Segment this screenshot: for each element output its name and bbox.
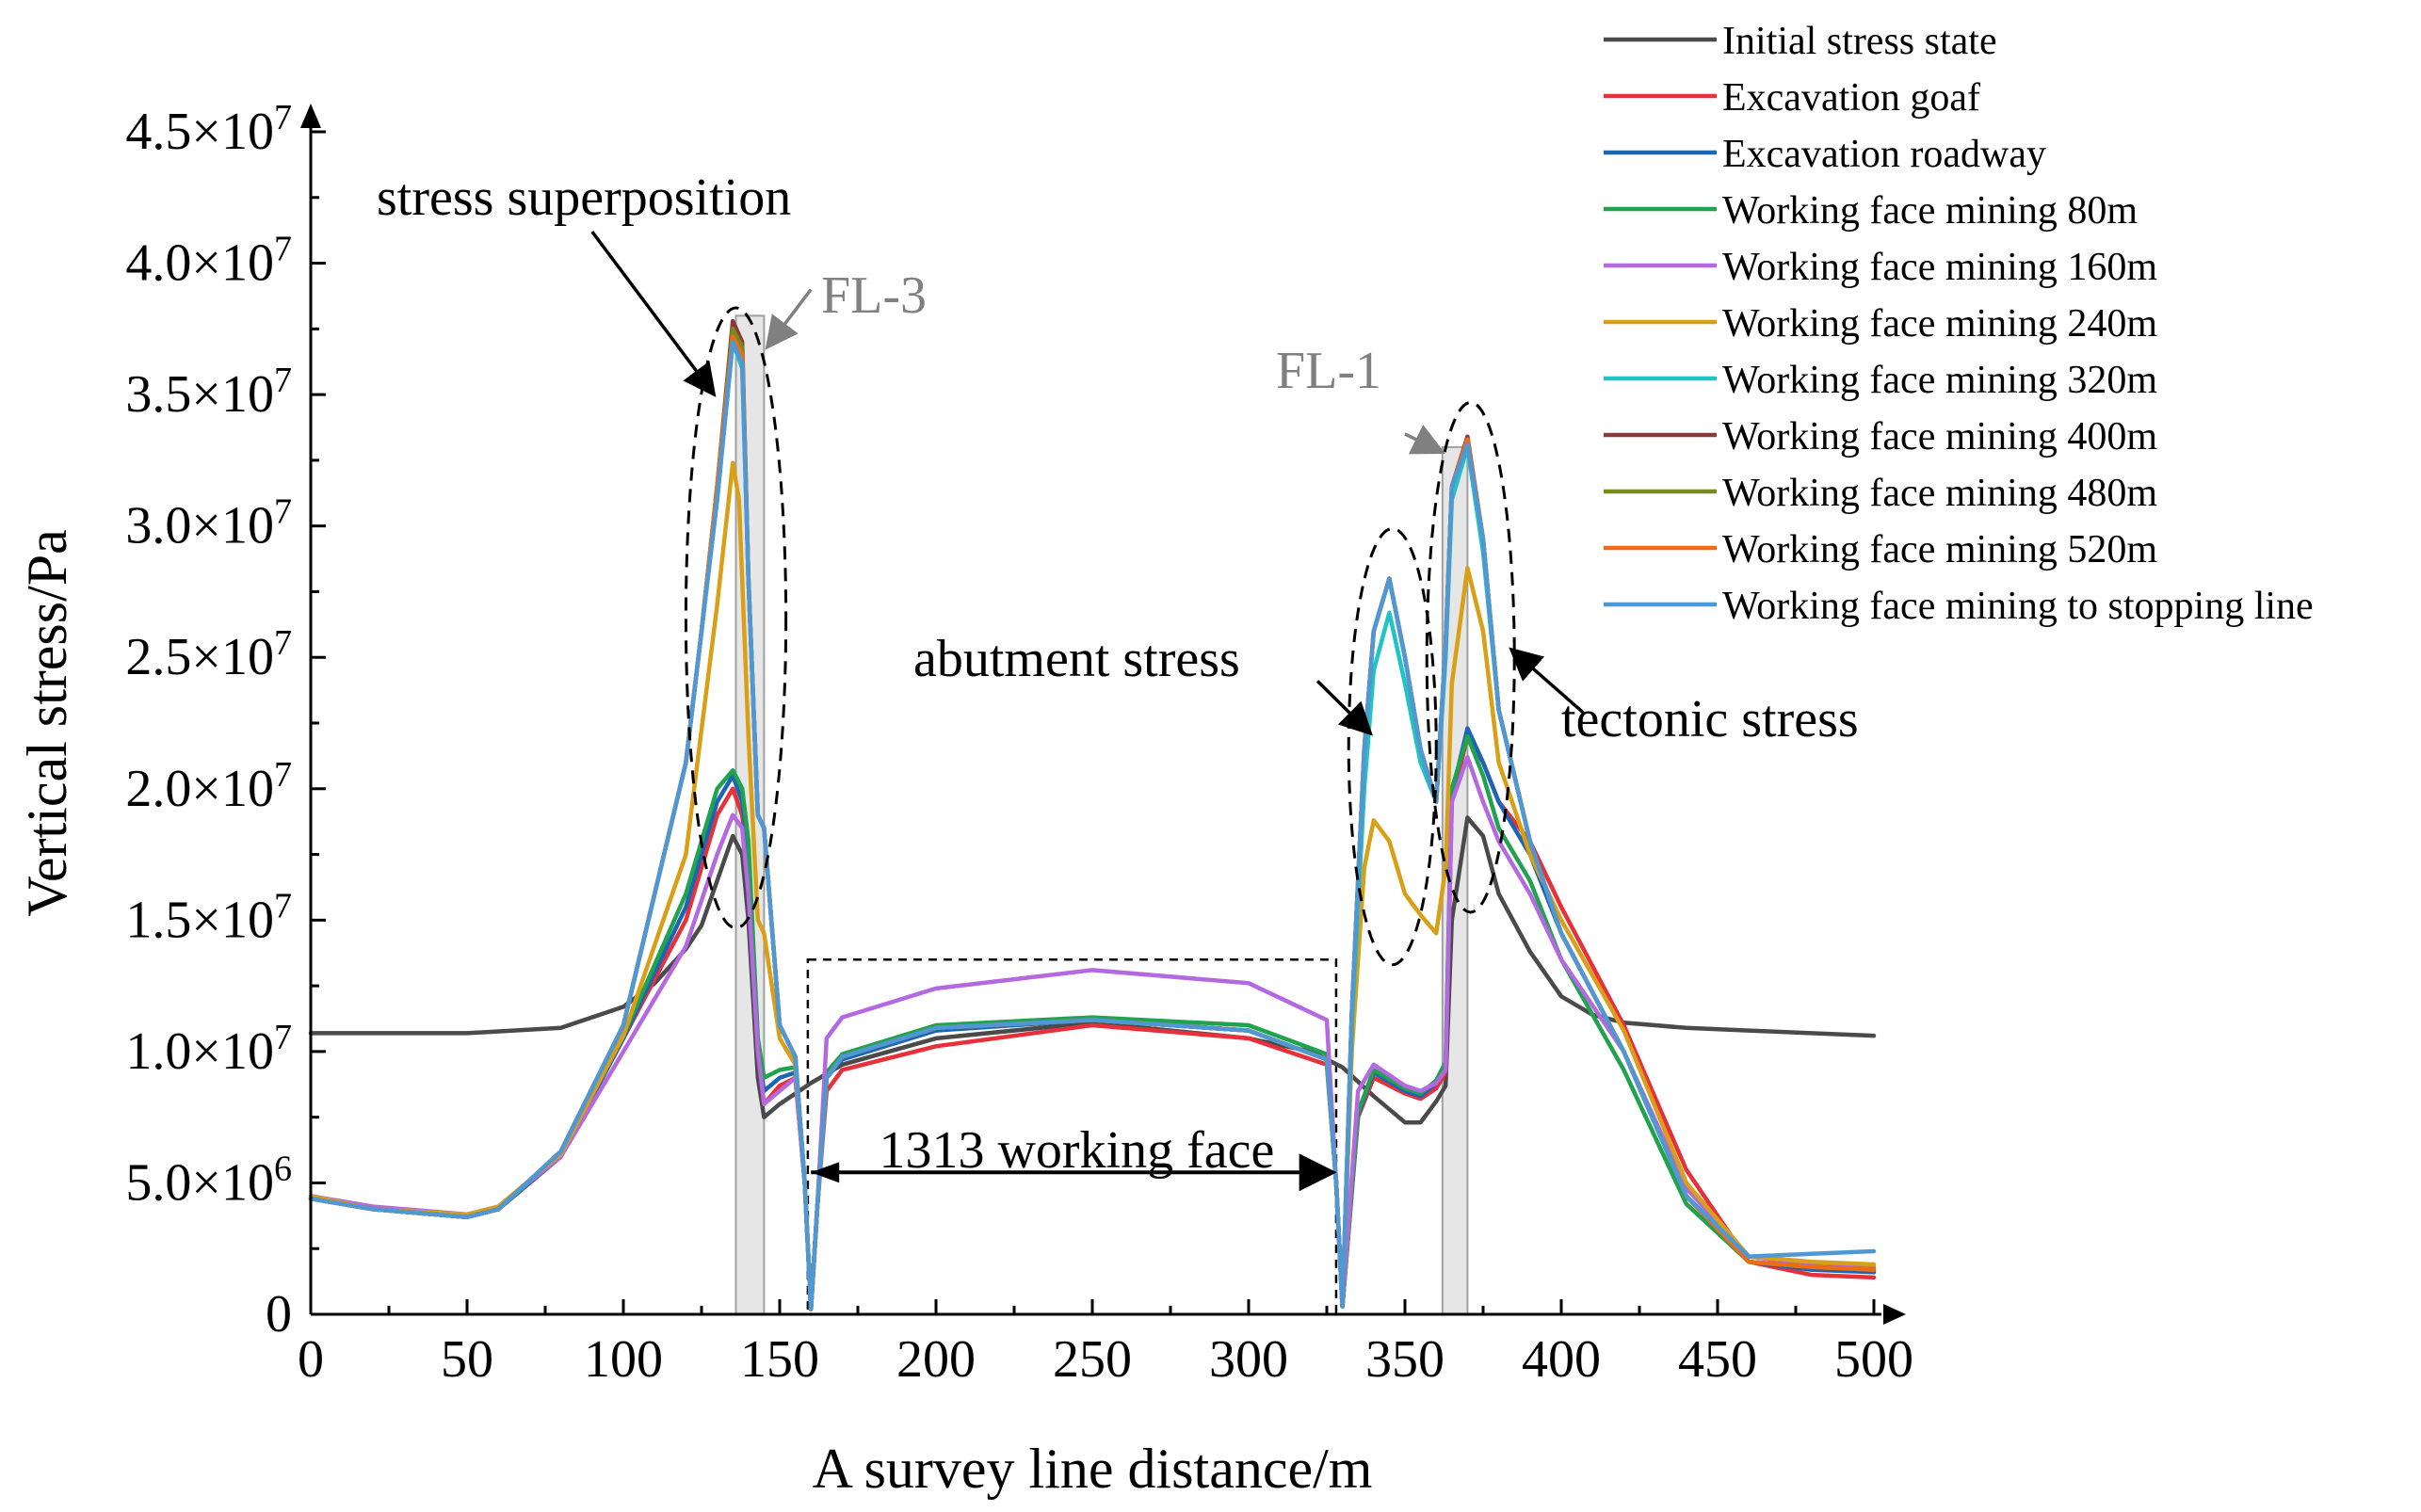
- series-line-5: [308, 755, 1877, 1311]
- x-tick-label: 0: [298, 1330, 324, 1389]
- legend-label-5: Working face mining 160m: [1722, 246, 2157, 289]
- arrow-tectonic: [1509, 647, 1585, 715]
- label-abutment-stress: abutment stress: [913, 630, 1240, 688]
- legend-label-4: Working face mining 80m: [1722, 189, 2138, 233]
- x-tick-label: 500: [1834, 1330, 1913, 1389]
- axes: 0 50 100 150 200 250 300 350 400 450 500 0 5.0×106 1.…: [16, 98, 1913, 1500]
- arrow-abutment: [1315, 680, 1373, 736]
- legend-label-11: Working face mining to stopping line: [1722, 585, 2314, 628]
- legend-label-2: Excavation goaf: [1722, 76, 1980, 120]
- legend-label-3: Excavation roadway: [1722, 133, 2046, 176]
- annotations: stress superposition FL-3 FL-1 abutment str…: [377, 169, 1859, 1192]
- series-line-1: [308, 815, 1877, 1125]
- arrow-stress-superposition: [590, 231, 717, 397]
- x-tick-label: 350: [1365, 1330, 1445, 1389]
- label-working-face: 1313 working face: [879, 1121, 1274, 1180]
- label-stress-superposition: stress superposition: [377, 169, 791, 227]
- series-line-6: [308, 460, 1877, 1311]
- x-tick-label: 250: [1053, 1330, 1132, 1389]
- arrow-fl3: [765, 288, 813, 350]
- x-tick-label: 450: [1678, 1330, 1757, 1389]
- y-tick-label: 2.5×107: [125, 623, 292, 686]
- legend-label-7: Working face mining 320m: [1722, 359, 2157, 402]
- y-tick-label: 5.0×106: [125, 1149, 292, 1212]
- arrow-fl1: [1404, 424, 1445, 455]
- y-tick-label: 4.0×107: [125, 230, 292, 293]
- label-fl1: FL-1: [1276, 342, 1381, 400]
- y-tick-label: 1.5×107: [125, 886, 292, 949]
- x-tick-label: 50: [441, 1330, 493, 1389]
- legend-label-9: Working face mining 480m: [1722, 472, 2157, 515]
- x-tick-label: 300: [1209, 1330, 1288, 1389]
- legend: Initial stress state Excavation goaf Excav…: [1604, 20, 2314, 628]
- series-line-11: [308, 340, 1877, 1311]
- y-tick-label: 3.0×107: [125, 492, 292, 555]
- legend-label-8: Working face mining 400m: [1722, 415, 2157, 458]
- series-lines: [308, 318, 1877, 1311]
- series-line-4: [308, 733, 1877, 1311]
- ellipse-abutment: [1347, 526, 1438, 967]
- x-tick-label: 200: [896, 1330, 976, 1389]
- x-axis-arrow: [1883, 1304, 1906, 1325]
- x-tick-label: 150: [740, 1330, 819, 1389]
- label-fl3: FL-3: [821, 266, 927, 325]
- x-tick-label: 100: [584, 1330, 663, 1389]
- y-tick-label: 2.0×107: [125, 755, 292, 818]
- working-face-span-head-left: [811, 1162, 840, 1183]
- label-tectonic-stress: tectonic stress: [1561, 690, 1859, 748]
- x-axis-title: A survey line distance/m: [813, 1438, 1373, 1500]
- x-tick-label: 400: [1522, 1330, 1601, 1389]
- legend-label-6: Working face mining 240m: [1722, 302, 2157, 346]
- y-axis-title: Vertical stress/Pa: [16, 529, 78, 917]
- y-axis-arrow: [300, 104, 321, 128]
- legend-label-1: Initial stress state: [1722, 20, 1997, 63]
- legend-label-10: Working face mining 520m: [1722, 528, 2157, 571]
- ellipse-superposition: [684, 306, 788, 930]
- y-tick-label: 0: [266, 1285, 292, 1343]
- y-tick-label: 3.5×107: [125, 361, 292, 424]
- y-tick-label: 4.5×107: [125, 98, 292, 161]
- y-tick-label: 1.0×107: [125, 1018, 292, 1081]
